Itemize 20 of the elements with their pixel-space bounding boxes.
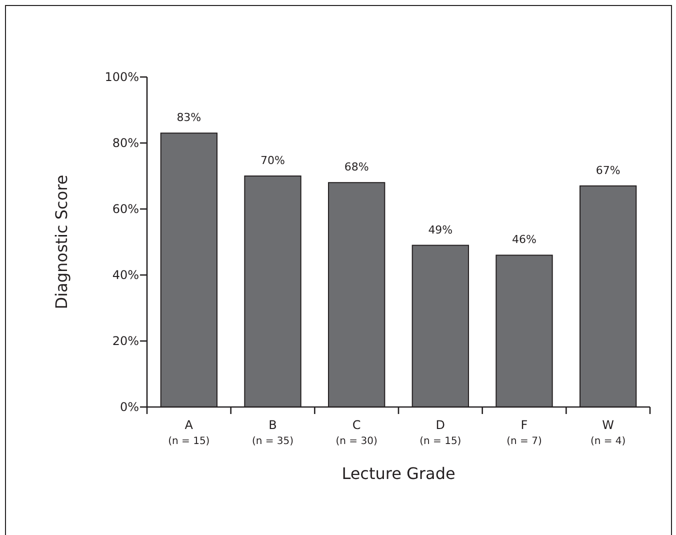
y-tick-label: 0% <box>120 400 139 414</box>
y-tick-label: 20% <box>112 334 139 348</box>
data-label: 68% <box>344 160 369 174</box>
y-tick-label: 40% <box>112 268 139 282</box>
data-label: 70% <box>260 154 285 167</box>
y-tick-label: 60% <box>112 202 139 216</box>
x-tick-label: B (n = 35) <box>252 418 294 447</box>
x-tick-label: D (n = 15) <box>420 418 462 447</box>
x-axis-title: Lecture Grade <box>342 464 456 483</box>
data-label: 83% <box>176 111 202 124</box>
y-tick-label: 100% <box>104 70 139 84</box>
x-tick-label: A (n = 15) <box>168 418 210 447</box>
y-axis-title: Diagnostic Score <box>52 174 71 310</box>
data-label: 67% <box>596 164 620 177</box>
data-label: 49% <box>428 223 453 236</box>
y-tick-label: 80% <box>112 136 139 150</box>
data-label: 46% <box>512 233 536 246</box>
x-tick-label: C (n = 30) <box>336 418 378 447</box>
x-tick-label: F (n = 7) <box>506 418 542 447</box>
x-tick-label: W (n = 4) <box>590 418 626 447</box>
